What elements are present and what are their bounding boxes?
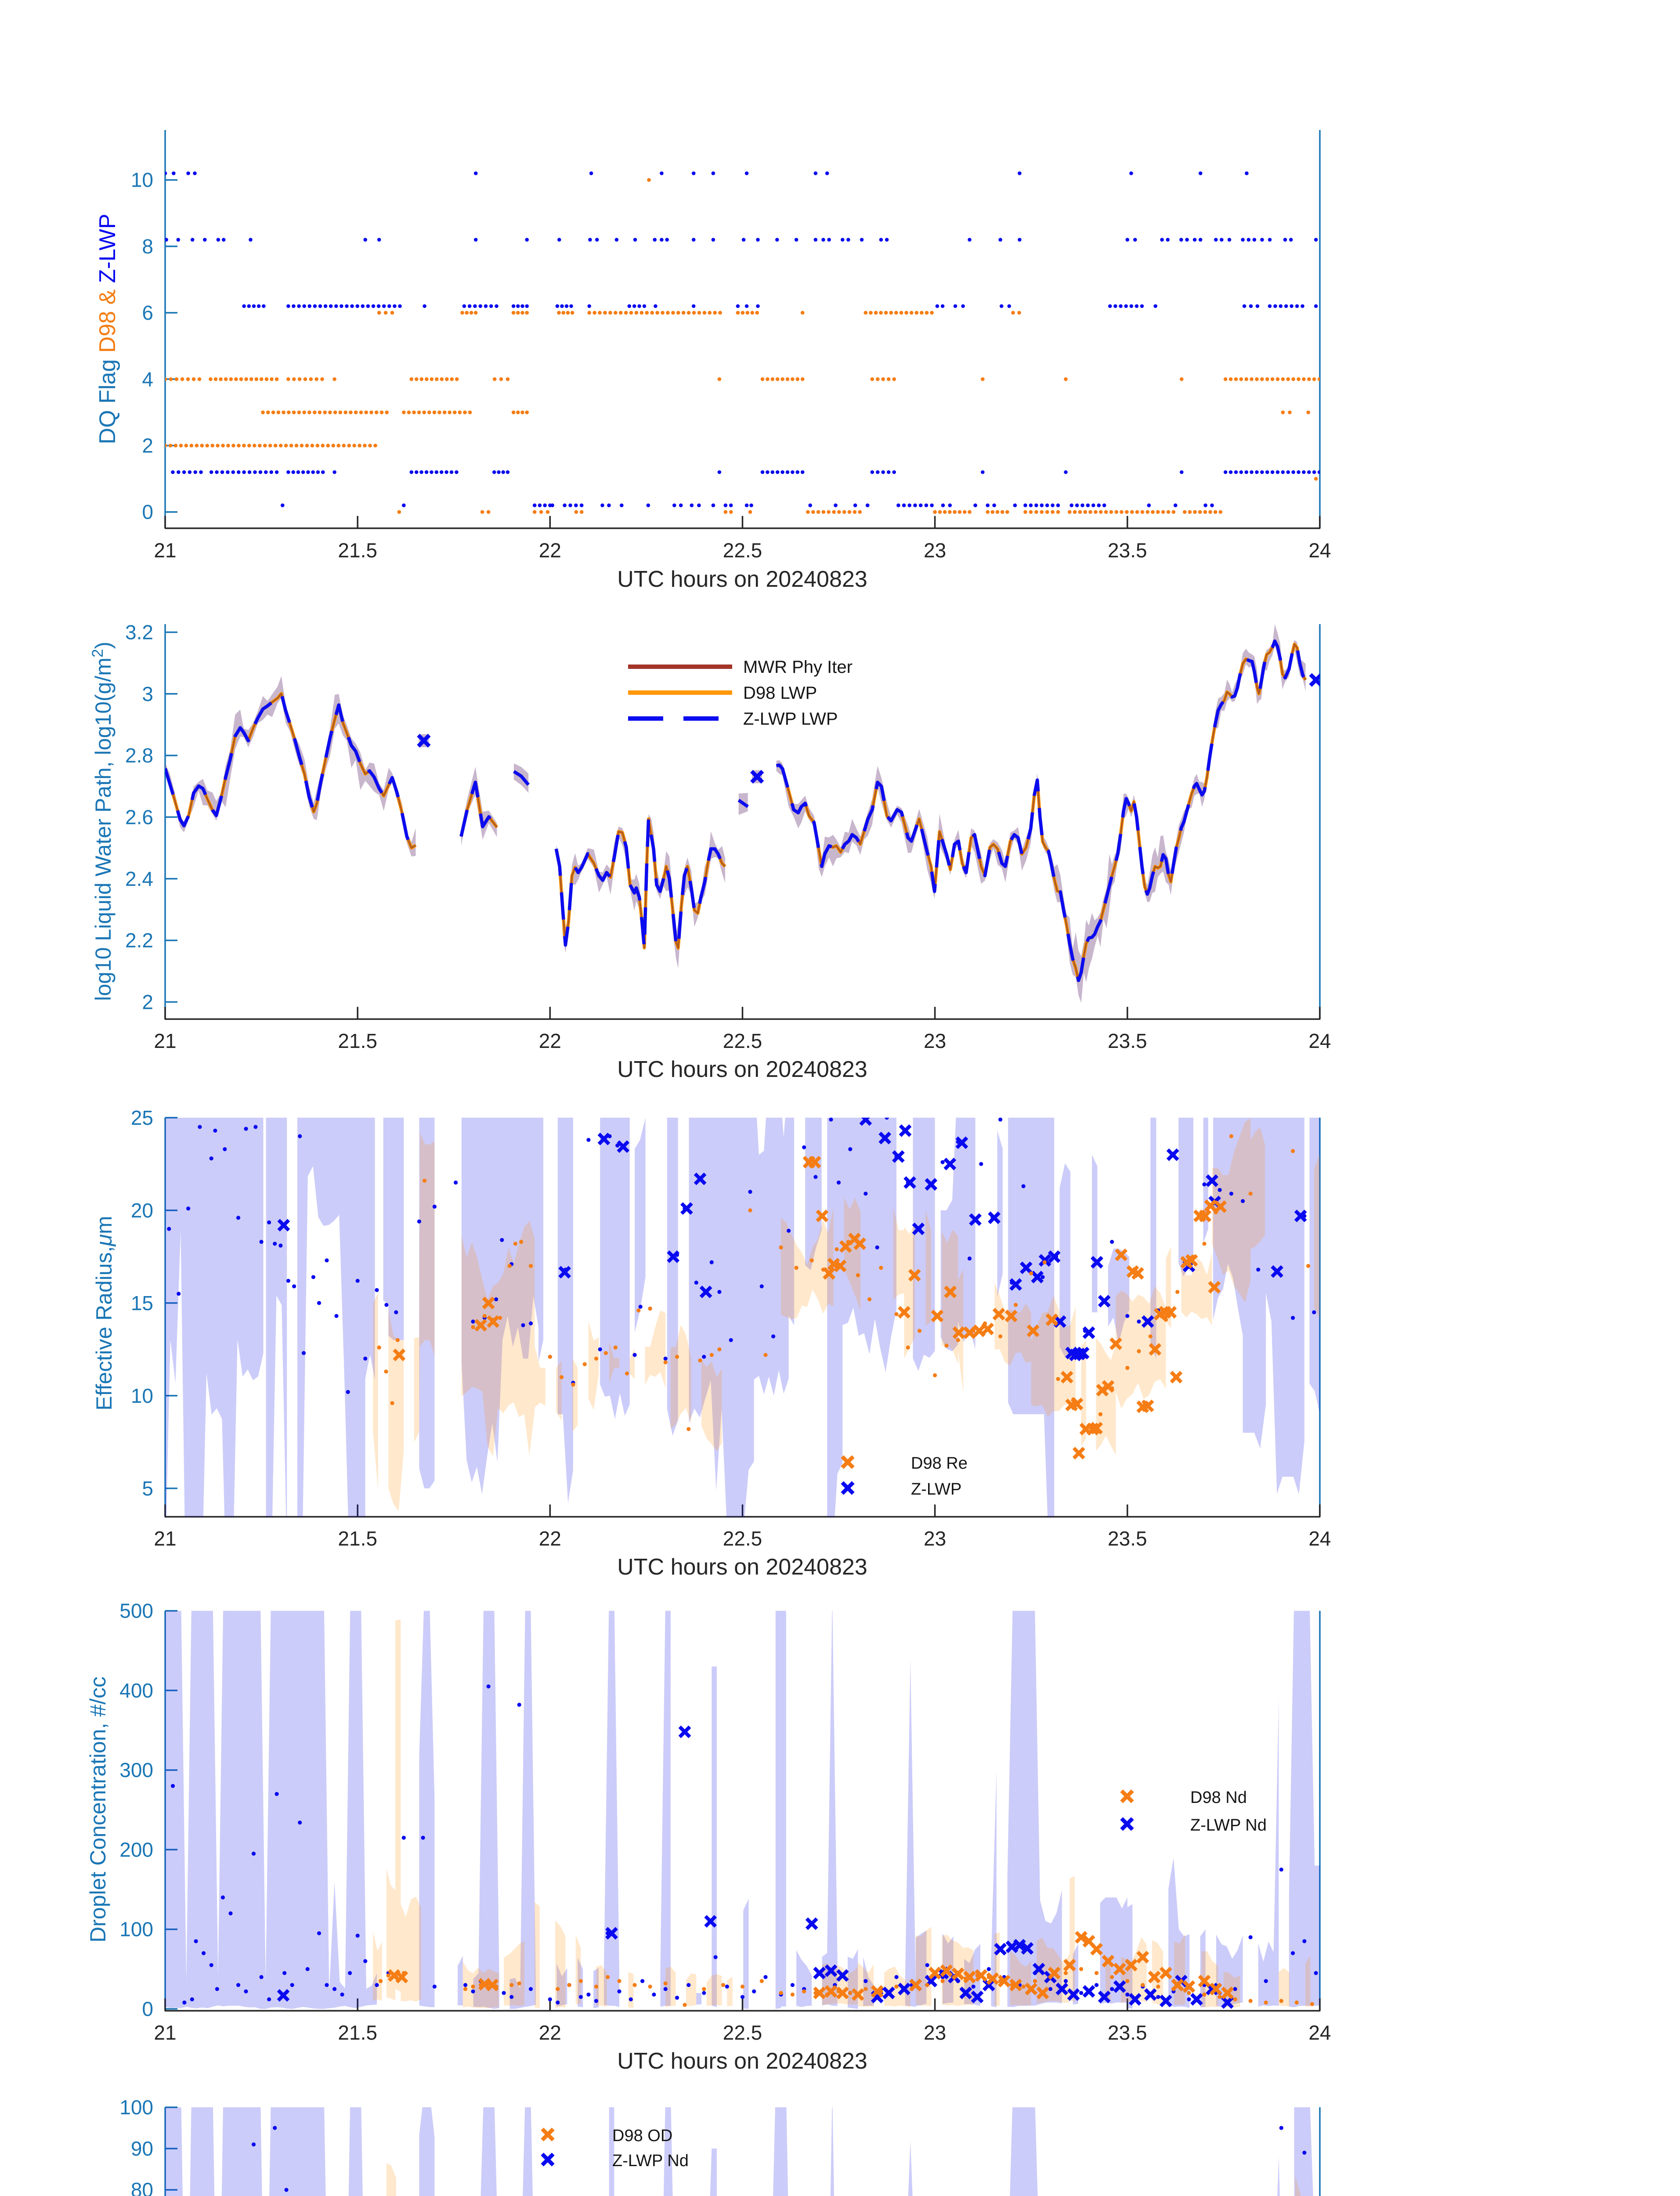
svg-text:21.5: 21.5: [338, 539, 377, 562]
svg-text:200: 200: [119, 1838, 153, 1861]
svg-text:Effective Radius,μm: Effective Radius,μm: [92, 1216, 116, 1410]
svg-text:10: 10: [131, 1384, 153, 1407]
svg-text:4: 4: [142, 368, 153, 390]
svg-text:23.5: 23.5: [1108, 539, 1147, 562]
svg-text:21: 21: [154, 2021, 176, 2044]
svg-text:80: 80: [131, 2178, 153, 2196]
svg-text:400: 400: [119, 1679, 153, 1702]
svg-text:Z-LWP Nd: Z-LWP Nd: [1190, 1816, 1267, 1835]
svg-text:2.6: 2.6: [125, 805, 153, 828]
svg-text:MWR Phy Iter: MWR Phy Iter: [743, 657, 853, 677]
svg-text:300: 300: [119, 1759, 153, 1781]
svg-text:Z-LWP LWP: Z-LWP LWP: [743, 709, 838, 729]
svg-text:22.5: 22.5: [723, 2021, 762, 2044]
svg-text:Droplet Concentration, #/cc: Droplet Concentration, #/cc: [86, 1676, 110, 1943]
svg-text:3: 3: [142, 683, 153, 705]
svg-text:23: 23: [924, 1029, 946, 1052]
svg-text:23.5: 23.5: [1108, 1527, 1147, 1550]
svg-text:21: 21: [154, 1527, 176, 1550]
svg-text:100: 100: [119, 2096, 153, 2119]
svg-text:21.5: 21.5: [338, 1029, 377, 1052]
svg-text:Z-LWP: Z-LWP: [911, 1480, 961, 1499]
svg-text:2.4: 2.4: [125, 867, 153, 890]
svg-text:DQ Flag D98 & Z-LWP: DQ Flag D98 & Z-LWP: [95, 214, 120, 444]
svg-text:22.5: 22.5: [723, 539, 762, 562]
svg-text:25: 25: [131, 1106, 153, 1129]
svg-text:22: 22: [539, 1527, 561, 1550]
svg-text:22: 22: [539, 1029, 561, 1052]
svg-text:5: 5: [142, 1477, 153, 1500]
svg-text:22: 22: [539, 2021, 561, 2044]
svg-text:21: 21: [154, 1029, 176, 1052]
svg-text:21: 21: [154, 539, 176, 562]
svg-text:UTC hours on 20240823: UTC hours on 20240823: [617, 2048, 867, 2074]
svg-text:21.5: 21.5: [338, 2021, 377, 2044]
svg-text:D98 OD: D98 OD: [612, 2127, 672, 2145]
svg-text:3.2: 3.2: [125, 621, 153, 644]
svg-text:24: 24: [1308, 1527, 1331, 1550]
svg-text:UTC hours on 20240823: UTC hours on 20240823: [617, 1057, 867, 1082]
svg-text:100: 100: [119, 1918, 153, 1941]
svg-text:24: 24: [1308, 2021, 1331, 2044]
svg-text:UTC hours on 20240823: UTC hours on 20240823: [617, 1554, 867, 1580]
svg-text:500: 500: [119, 1600, 153, 1622]
svg-text:10: 10: [131, 169, 153, 191]
svg-text:24: 24: [1308, 1029, 1331, 1052]
svg-text:22: 22: [539, 539, 561, 562]
svg-text:23: 23: [924, 2021, 946, 2044]
svg-text:2: 2: [142, 434, 153, 457]
svg-text:8: 8: [142, 235, 153, 258]
svg-text:0: 0: [142, 1997, 153, 2020]
svg-text:23.5: 23.5: [1108, 1029, 1147, 1052]
svg-text:21.5: 21.5: [338, 1527, 377, 1550]
svg-text:23.5: 23.5: [1108, 2021, 1147, 2044]
svg-text:23: 23: [924, 1527, 946, 1550]
svg-text:2.8: 2.8: [125, 744, 153, 767]
svg-text:D98 LWP: D98 LWP: [743, 683, 817, 703]
svg-text:D98 Nd: D98 Nd: [1190, 1788, 1247, 1807]
svg-text:15: 15: [131, 1292, 153, 1315]
svg-text:24: 24: [1308, 539, 1331, 562]
svg-text:20: 20: [131, 1199, 153, 1222]
svg-text:90: 90: [131, 2137, 153, 2160]
svg-text:22.5: 22.5: [723, 1029, 762, 1052]
svg-text:0: 0: [142, 501, 153, 524]
svg-text:22.5: 22.5: [723, 1527, 762, 1550]
svg-text:2: 2: [142, 990, 153, 1013]
svg-text:23: 23: [924, 539, 946, 562]
svg-text:D98 Re: D98 Re: [911, 1454, 968, 1473]
svg-text:2.2: 2.2: [125, 929, 153, 952]
svg-text:log10 Liquid Water Path, log10: log10 Liquid Water Path, log10(g/m2): [89, 642, 116, 1001]
svg-text:UTC hours on 20240823: UTC hours on 20240823: [617, 567, 867, 592]
svg-text:Z-LWP Nd: Z-LWP Nd: [612, 2152, 689, 2170]
svg-text:6: 6: [142, 301, 153, 324]
